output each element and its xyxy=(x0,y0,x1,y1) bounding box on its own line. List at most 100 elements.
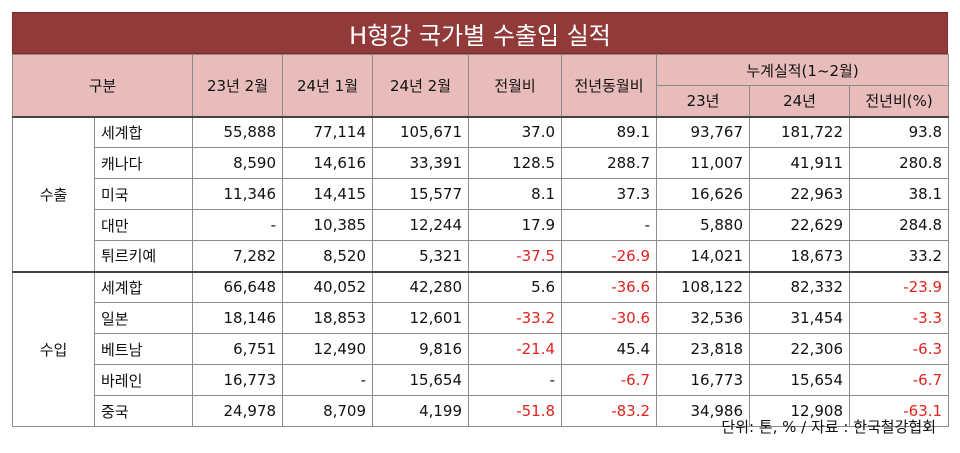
value-cell: 14,616 xyxy=(282,147,374,179)
value-cell: - xyxy=(282,364,374,396)
value-cell: -6.3 xyxy=(849,333,950,365)
value-cell: 12,601 xyxy=(372,302,470,334)
value-cell: 33.2 xyxy=(849,240,950,272)
value-cell: -23.9 xyxy=(849,270,950,303)
value-cell: 14,415 xyxy=(282,178,374,210)
header-yoy: 전년동월비 xyxy=(561,54,658,118)
header-24-jan: 24년 1월 xyxy=(282,54,374,118)
country-name: 튀르키예 xyxy=(93,240,194,272)
value-cell: 5.6 xyxy=(468,270,563,303)
value-cell: 93,767 xyxy=(656,116,751,148)
country-name: 캐나다 xyxy=(93,147,194,179)
value-cell: 5,321 xyxy=(372,240,470,272)
header-cum-24: 24년 xyxy=(749,85,851,118)
unit-source-note: 단위: 톤, % / 자료 : 한국철강협회 xyxy=(721,418,936,436)
value-cell: -6.7 xyxy=(849,364,950,396)
value-cell: 37.0 xyxy=(468,116,563,148)
value-cell: -37.5 xyxy=(468,240,563,272)
table-row: 베트남 6,751 12,490 9,816 -21.4 45.4 23,818 22,306… xyxy=(13,333,950,365)
group-label: 수입 xyxy=(12,270,95,427)
value-cell: 288.7 xyxy=(561,147,658,179)
value-cell: 82,332 xyxy=(749,270,851,303)
table-row: 일본 18,146 18,853 12,601 -33.2 -30.6 32,536 31,4… xyxy=(13,302,950,334)
value-cell: 7,282 xyxy=(192,240,284,272)
table-row: 중국 24,978 8,709 4,199 -51.8 -83.2 34,986 12,908… xyxy=(13,395,950,427)
value-cell: -30.6 xyxy=(561,302,658,334)
value-cell: 15,654 xyxy=(749,364,851,396)
value-cell: 42,280 xyxy=(372,270,470,303)
value-cell: 18,146 xyxy=(192,302,284,334)
value-cell: 41,911 xyxy=(749,147,851,179)
value-cell: 89.1 xyxy=(561,116,658,148)
trade-table: 구분 23년 2월 24년 1월 24년 2월 전월비 전년동월비 누계실적(1… xyxy=(11,54,950,427)
value-cell: -26.9 xyxy=(561,240,658,272)
table-row: 캐나다 8,590 14,616 33,391 128.5 288.7 11,007 41,9… xyxy=(13,147,950,179)
value-cell: -51.8 xyxy=(468,395,563,427)
table-row: 수출 세계합 55,888 77,114 105,671 37.0 89.1 93,767 18… xyxy=(12,116,950,272)
value-cell: 31,454 xyxy=(749,302,851,334)
value-cell: 34,986 xyxy=(656,395,751,427)
value-cell: 6,751 xyxy=(192,333,284,365)
header-24-feb: 24년 2월 xyxy=(372,54,470,118)
import-section: 수입 세계합 66,648 40,052 42,280 5.6 -36.6 108,122 82… xyxy=(12,270,950,427)
value-cell: 77,114 xyxy=(282,116,374,148)
value-cell: 16,773 xyxy=(656,364,751,396)
value-cell: 24,978 xyxy=(192,395,284,427)
value-cell: 16,626 xyxy=(656,178,751,210)
value-cell: 55,888 xyxy=(192,116,284,148)
value-cell: 10,385 xyxy=(282,209,374,241)
table-row: 튀르키예 7,282 8,520 5,321 -37.5 -26.9 14,021 18,67… xyxy=(13,240,950,272)
group-label: 수출 xyxy=(12,116,95,272)
country-name: 미국 xyxy=(93,178,194,210)
value-cell: 8,709 xyxy=(282,395,374,427)
table-row: 수입 세계합 66,648 40,052 42,280 5.6 -36.6 108,122 82… xyxy=(12,270,950,427)
value-cell: 23,818 xyxy=(656,333,751,365)
country-name: 대만 xyxy=(93,209,194,241)
table-row: 미국 11,346 14,415 15,577 8.1 37.3 16,626 22,963 3… xyxy=(13,178,950,210)
value-cell: -6.7 xyxy=(561,364,658,396)
value-cell: 22,629 xyxy=(749,209,851,241)
value-cell: 128.5 xyxy=(468,147,563,179)
value-cell: 38.1 xyxy=(849,178,950,210)
table-row: 바레인 16,773-15,654- -6.7 16,773 15,654 -6.7 xyxy=(13,364,950,396)
value-cell: 108,122 xyxy=(656,270,751,303)
value-cell: 45.4 xyxy=(561,333,658,365)
value-cell: 105,671 xyxy=(372,116,470,148)
header-cum-23: 23년 xyxy=(656,85,751,118)
value-cell: - xyxy=(468,364,563,396)
header-category: 구분 xyxy=(11,54,194,118)
value-cell: 15,577 xyxy=(372,178,470,210)
value-cell: 9,816 xyxy=(372,333,470,365)
value-cell: 33,391 xyxy=(372,147,470,179)
country-name: 베트남 xyxy=(93,333,194,365)
value-cell: - xyxy=(192,209,284,241)
country-name: 중국 xyxy=(93,395,194,427)
value-cell: 181,722 xyxy=(749,116,851,148)
value-cell: 8,520 xyxy=(282,240,374,272)
value-cell: -63.1 xyxy=(849,395,950,427)
header-mom: 전월비 xyxy=(468,54,563,118)
value-cell: -36.6 xyxy=(561,270,658,303)
value-cell: 40,052 xyxy=(282,270,374,303)
value-cell: 12,244 xyxy=(372,209,470,241)
value-cell: 11,346 xyxy=(192,178,284,210)
value-cell: 16,773 xyxy=(192,364,284,396)
header-cumulative: 누계실적(1~2월) xyxy=(656,54,950,86)
header-23-feb: 23년 2월 xyxy=(192,54,284,118)
value-cell: -21.4 xyxy=(468,333,563,365)
value-cell: 8.1 xyxy=(468,178,563,210)
header-cum-ratio: 전년비(%) xyxy=(849,85,950,118)
table-row: 대만 -10,385 12,244 17.9-5,880 22,629 284.8 xyxy=(13,209,950,241)
value-cell: 14,021 xyxy=(656,240,751,272)
value-cell: -3.3 xyxy=(849,302,950,334)
value-cell: 66,648 xyxy=(192,270,284,303)
value-cell: 5,880 xyxy=(656,209,751,241)
table-title: H형강 국가별 수출입 실적 xyxy=(12,12,948,54)
value-cell: 37.3 xyxy=(561,178,658,210)
value-cell: -33.2 xyxy=(468,302,563,334)
value-cell: 93.8 xyxy=(849,116,950,148)
value-cell: 8,590 xyxy=(192,147,284,179)
country-name: 세계합 xyxy=(93,270,194,303)
country-name: 바레인 xyxy=(93,364,194,396)
export-section: 수출 세계합 55,888 77,114 105,671 37.0 89.1 93,767 18… xyxy=(12,116,950,272)
